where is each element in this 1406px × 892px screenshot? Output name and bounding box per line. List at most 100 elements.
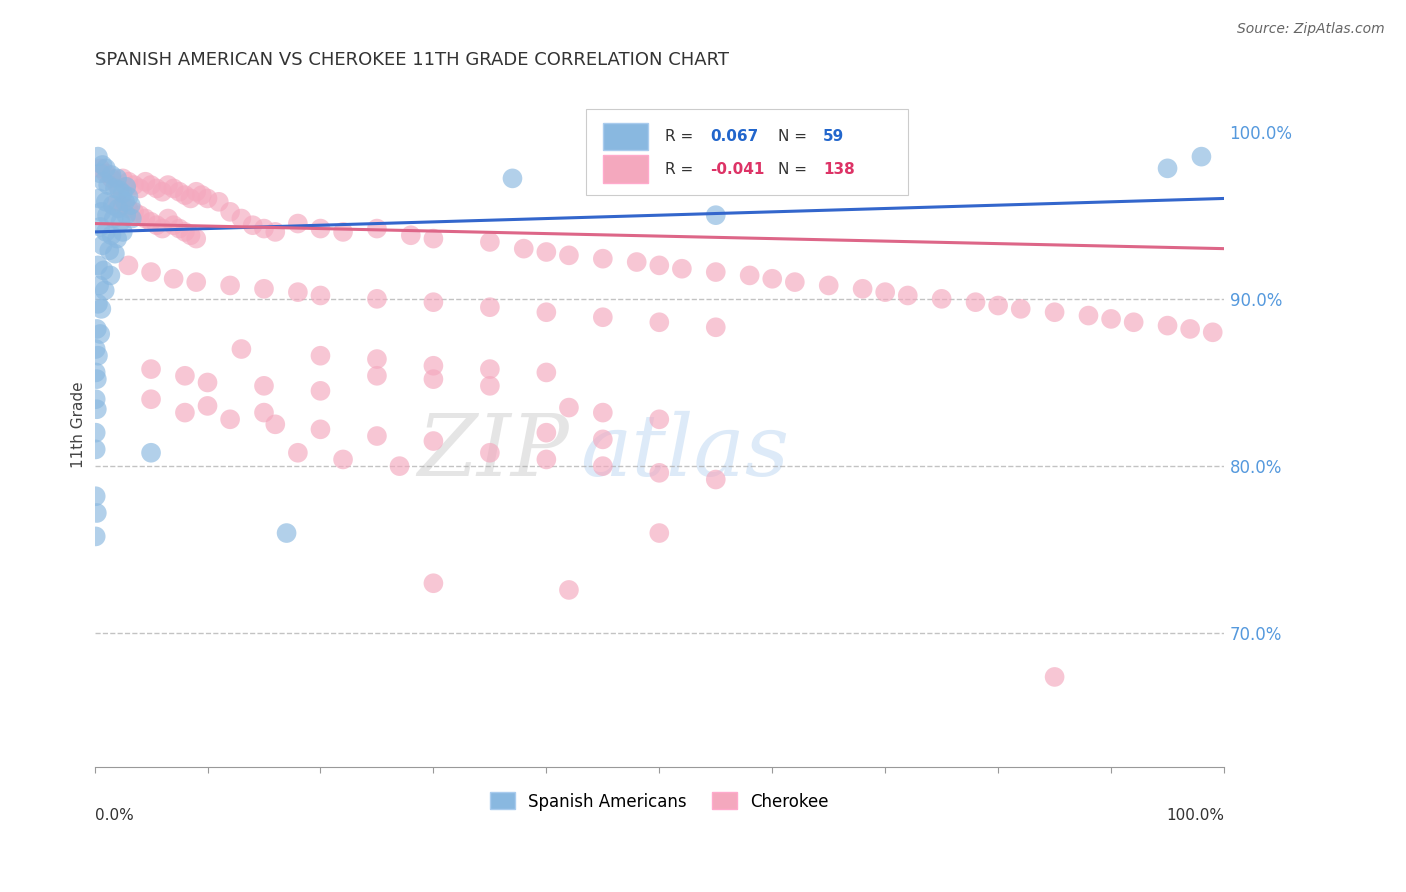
Point <box>287 446 309 460</box>
Point <box>253 282 276 296</box>
Point <box>139 178 162 192</box>
FancyBboxPatch shape <box>603 122 648 150</box>
Point <box>704 208 727 222</box>
Point <box>145 218 167 232</box>
Point <box>186 185 208 199</box>
Text: R =: R = <box>665 161 697 177</box>
Point <box>162 181 184 195</box>
Point <box>110 215 132 229</box>
Point <box>94 166 117 180</box>
Text: R =: R = <box>665 128 697 144</box>
Point <box>93 175 115 189</box>
Point <box>231 342 253 356</box>
Point <box>478 300 501 314</box>
Point <box>558 248 581 262</box>
Point <box>115 208 138 222</box>
Point <box>145 181 167 195</box>
Point <box>817 278 839 293</box>
Point <box>253 221 276 235</box>
Text: 138: 138 <box>823 161 855 177</box>
Text: 0.0%: 0.0% <box>94 808 134 823</box>
Point <box>86 402 108 417</box>
Point <box>162 218 184 232</box>
Point <box>100 168 122 182</box>
Point <box>388 459 411 474</box>
Point <box>501 171 523 186</box>
Point <box>276 526 298 541</box>
Point <box>162 272 184 286</box>
Point <box>1043 670 1066 684</box>
Point <box>86 372 108 386</box>
Point <box>761 272 783 286</box>
Point <box>96 208 118 222</box>
Point <box>987 299 1010 313</box>
Point <box>180 191 202 205</box>
Point <box>931 292 953 306</box>
Legend: Spanish Americans, Cherokee: Spanish Americans, Cherokee <box>484 786 835 817</box>
Point <box>122 204 145 219</box>
Point <box>111 198 134 212</box>
Point <box>592 252 614 266</box>
Point <box>94 225 117 239</box>
Point <box>536 425 558 440</box>
Point <box>399 228 422 243</box>
Point <box>139 362 162 376</box>
Point <box>197 191 219 205</box>
Point <box>94 161 117 176</box>
Point <box>84 392 107 407</box>
Point <box>115 179 138 194</box>
Point <box>648 412 671 426</box>
Point <box>852 282 875 296</box>
Point <box>783 275 806 289</box>
Point <box>139 446 162 460</box>
Point <box>117 190 139 204</box>
Point <box>648 466 671 480</box>
Point <box>87 191 110 205</box>
Point <box>478 446 501 460</box>
Point <box>87 150 110 164</box>
Point <box>128 181 150 195</box>
Point <box>513 242 536 256</box>
Point <box>1099 312 1122 326</box>
Point <box>648 526 671 541</box>
Point <box>107 202 129 216</box>
Point <box>122 178 145 192</box>
FancyBboxPatch shape <box>586 109 908 194</box>
Point <box>174 188 197 202</box>
Point <box>1156 161 1178 176</box>
Point <box>558 582 581 597</box>
Text: atlas: atlas <box>581 410 789 493</box>
Point <box>87 297 110 311</box>
Point <box>478 235 501 249</box>
Point <box>1191 150 1213 164</box>
Text: 59: 59 <box>823 128 845 144</box>
Point <box>536 245 558 260</box>
Point <box>648 259 671 273</box>
Point <box>98 244 121 258</box>
Text: N =: N = <box>778 161 811 177</box>
Point <box>592 406 614 420</box>
Point <box>1202 326 1225 340</box>
Point <box>117 175 139 189</box>
Point <box>100 268 122 283</box>
Point <box>309 221 332 235</box>
Point <box>86 506 108 520</box>
Point <box>111 225 134 239</box>
Point <box>422 231 444 245</box>
Point <box>1043 305 1066 319</box>
Point <box>366 221 388 235</box>
Point <box>111 186 134 201</box>
Point <box>422 295 444 310</box>
Point <box>366 429 388 443</box>
Point <box>197 376 219 390</box>
Point <box>1010 301 1032 316</box>
Point <box>84 342 107 356</box>
Text: Source: ZipAtlas.com: Source: ZipAtlas.com <box>1237 22 1385 37</box>
Point <box>150 185 173 199</box>
Point <box>156 211 179 226</box>
Point <box>100 171 122 186</box>
Point <box>536 366 558 380</box>
Point <box>105 178 128 192</box>
Point <box>180 228 202 243</box>
Point <box>104 181 127 195</box>
